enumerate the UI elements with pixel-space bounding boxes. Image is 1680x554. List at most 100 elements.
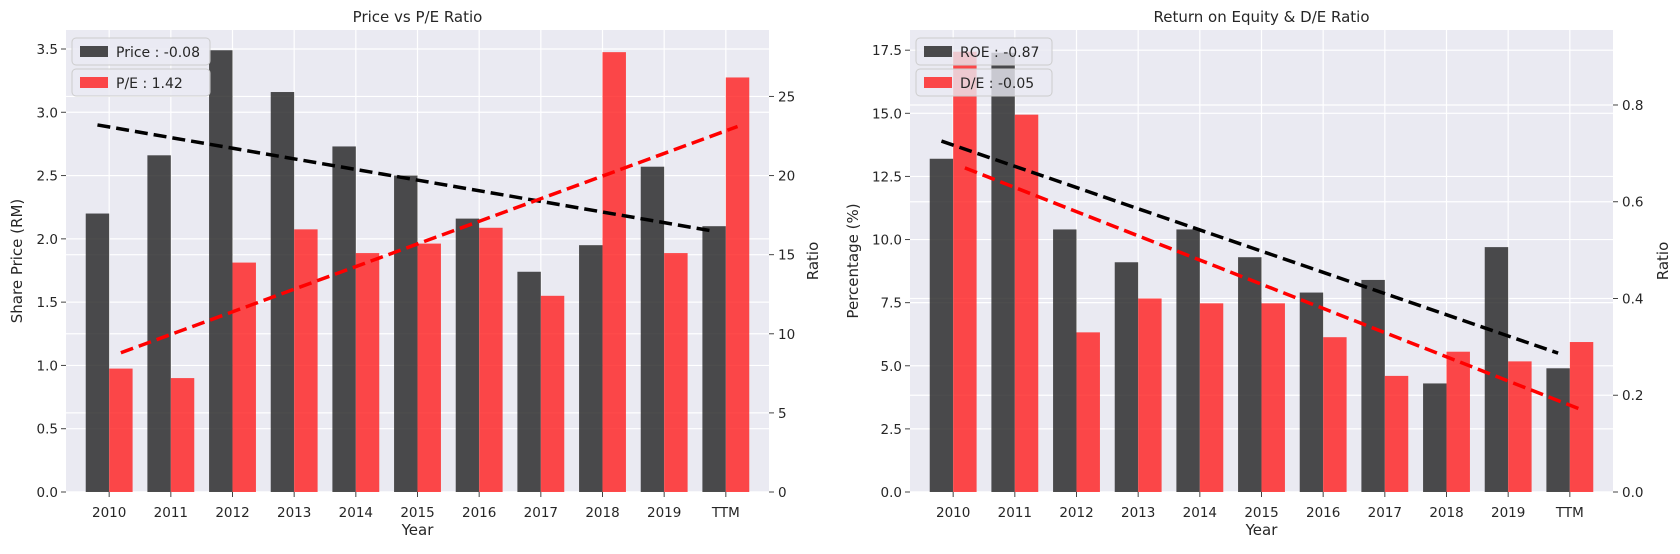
y-right-tick-label: 0.0 [1622,485,1643,501]
bar-price [579,245,603,492]
bar-de [1138,298,1162,492]
x-tick-label: TTM [711,505,740,521]
bar-de [1384,375,1409,492]
legend-label: ROE : -0.87 [960,45,1039,61]
bar-pe [355,253,380,492]
x-tick-label: 2010 [936,505,970,521]
trend-line-right [120,124,739,355]
bar-roe [929,158,954,493]
y-tick-label: 0.0 [881,485,902,501]
y-right-tick-label: 5 [778,406,787,422]
y-tick-label: 0.0 [37,485,58,501]
bar-roe [1299,292,1324,492]
bar-pe [540,295,565,492]
bar-roe [1053,229,1077,492]
bar-price [640,166,665,493]
bar-roe [1238,257,1262,492]
x-tick-label: 2010 [92,505,126,521]
y-right-tick-label: 0.6 [1622,195,1643,211]
bar-price [517,271,541,492]
y-tick-label: 10.0 [872,233,902,249]
x-tick-label: 2017 [1368,505,1402,521]
y-right-tick-label: 10 [778,327,795,343]
x-tick-label: 2018 [1429,505,1463,521]
bar-de [953,51,977,493]
bar-price [332,146,356,492]
bar-pe [170,378,195,492]
y-axis-label: Share Price (RM) [8,199,26,323]
legend-box [71,37,211,66]
bar-de [1076,332,1100,492]
x-axis-label: Year [401,521,435,539]
bar-roe [1546,368,1570,492]
bar-de [1261,303,1285,492]
x-tick-label: 2015 [1244,505,1278,521]
trend-line-left [940,139,1559,355]
bar-roe [1423,383,1447,492]
x-tick-label: TTM [1555,505,1584,521]
x-tick-label: 2016 [462,505,496,521]
x-tick-label: 2017 [524,505,558,521]
y-right-tick-label: 15 [778,248,795,264]
legend-box [915,37,1053,66]
bar-de [1199,303,1224,492]
trend-line-left [97,123,715,233]
bar-roe [991,52,1015,492]
x-tick-label: 2015 [400,505,434,521]
y-tick-label: 17.5 [872,43,902,59]
bar-pe [417,243,441,492]
y-axis-label: Percentage (%) [844,203,862,318]
bar-price [394,175,418,492]
x-tick-label: 2011 [154,505,188,521]
y-right-tick-label: 0.8 [1622,98,1643,114]
bar-price [209,50,233,493]
x-tick-label: 2019 [647,505,681,521]
x-tick-label: 2012 [215,505,249,521]
bar-price [85,213,110,492]
bar-de [1508,361,1532,492]
bar-pe [109,368,133,492]
y-right-axis-label: Ratio [1654,242,1672,281]
bar-price [147,155,171,493]
bar-pe [725,77,750,492]
y-tick-label: 2.5 [881,422,902,438]
x-axis-label: Year [1245,521,1279,539]
legend-label: Price : -0.08 [116,45,200,61]
y-tick-label: 5.0 [881,359,902,375]
trend-line-right [964,166,1583,412]
y-tick-label: 2.5 [37,169,58,185]
legend-label: P/E : 1.42 [116,76,183,92]
y-tick-label: 15.0 [872,106,902,122]
y-tick-label: 3.5 [37,42,58,58]
y-right-axis-label: Ratio [804,242,822,281]
chart-title: Price vs P/E Ratio [353,8,483,26]
bar-pe [602,52,626,492]
bar-de [1569,342,1594,492]
x-tick-label: 2016 [1306,505,1340,521]
chart-title: Return on Equity & D/E Ratio [1153,8,1369,26]
bar-pe [664,253,688,492]
x-tick-label: 2013 [1121,505,1155,521]
legend-swatch [80,77,108,88]
y-right-tick-label: 25 [778,89,795,105]
y-tick-label: 12.5 [872,169,902,185]
x-tick-label: 2014 [1183,505,1217,521]
y-tick-label: 1.0 [37,358,58,374]
y-right-tick-label: 0.2 [1622,388,1643,404]
x-tick-label: 2018 [585,505,619,521]
bar-roe [1484,247,1509,492]
x-tick-label: 2019 [1491,505,1525,521]
y-right-tick-label: 0 [778,485,787,501]
y-tick-label: 7.5 [881,296,902,312]
y-tick-label: 0.5 [37,422,58,438]
y-tick-label: 3.0 [37,105,58,121]
y-right-tick-label: 0.4 [1622,291,1643,307]
legend-swatch [924,46,952,57]
bar-de [1014,114,1039,493]
bar-pe [232,262,256,492]
x-tick-label: 2013 [277,505,311,521]
bar-pe [479,227,503,492]
x-tick-label: 2014 [339,505,373,521]
